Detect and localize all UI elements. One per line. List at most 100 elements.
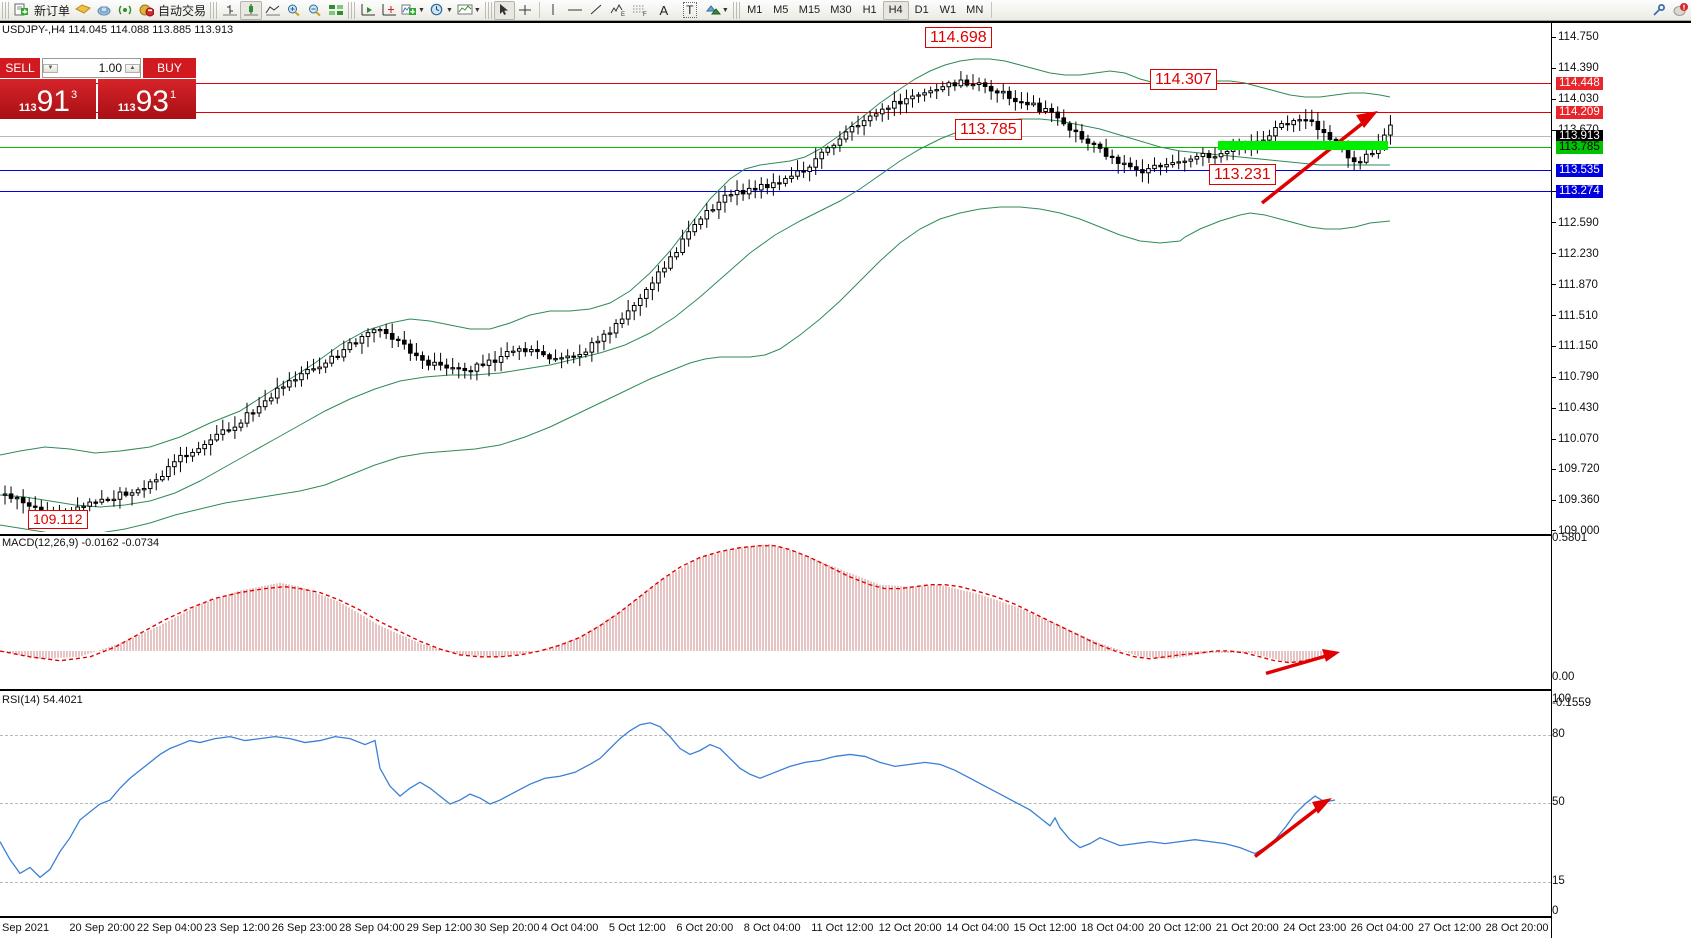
trend-arrow-rsi	[1253, 798, 1332, 858]
crosshair-button[interactable]	[515, 1, 536, 20]
buy-fraction: 1	[170, 89, 177, 101]
price-tick-110-070: 110.070	[1552, 433, 1599, 445]
horizontal-line-icon	[567, 9, 582, 11]
timeframe-w1[interactable]: W1	[935, 1, 962, 20]
toolbar-grip-4[interactable]	[484, 1, 492, 19]
time-label-14: 14 Oct 04:00	[946, 922, 1010, 934]
autotrading-label-wrap[interactable]: 自动交易	[156, 1, 208, 20]
chevron-down-icon-4: ▼	[721, 6, 729, 14]
macd-pane[interactable]: MACD(12,26,9) -0.0162 -0.0734	[0, 534, 1551, 691]
line-chart-icon	[265, 5, 280, 16]
elliott-wave-button[interactable]: E	[607, 1, 629, 20]
shapes-button[interactable]: ▼	[703, 1, 731, 20]
time-label-22: 28 Oct 20:00	[1485, 922, 1549, 934]
zoom-out-button[interactable]	[304, 1, 325, 20]
trendline-button[interactable]	[586, 1, 607, 20]
autotrading-label: 自动交易	[158, 3, 207, 18]
text-label-icon: T	[683, 2, 697, 18]
autotrading-button[interactable]	[135, 1, 156, 20]
time-label-7: 30 Sep 20:00	[474, 922, 540, 934]
bar-chart-button[interactable]	[219, 1, 240, 20]
support-line-113-535[interactable]	[0, 170, 1551, 171]
signal-icon	[118, 5, 131, 15]
rsi-pane[interactable]: RSI(14) 54.4021	[0, 693, 1551, 918]
chart-plot-area[interactable]: 114.698 114.307 113.785 113.231 109.112 …	[0, 23, 1551, 938]
candlestick-chart-button[interactable]	[240, 0, 263, 20]
fibonacci-button[interactable]: F	[629, 1, 651, 20]
toolbar-separator-2	[991, 2, 993, 18]
sell-button[interactable]: SELL	[0, 58, 40, 78]
annotation-114-307[interactable]: 114.307	[1150, 69, 1217, 90]
annotation-114-698[interactable]: 114.698	[925, 27, 992, 48]
support-line-113-274[interactable]	[0, 191, 1551, 192]
volume-decrease-icon[interactable]: ▼	[43, 63, 58, 73]
macd-label: MACD(12,26,9) -0.0162 -0.0734	[2, 537, 160, 549]
volume-spinner-left[interactable]: ▼	[43, 63, 58, 73]
periods-button[interactable]: ▼	[427, 1, 455, 20]
timeframe-mn-label: MN	[966, 4, 984, 16]
journal-button[interactable]	[1647, 3, 1669, 18]
timeframe-h1[interactable]: H1	[857, 1, 883, 20]
templates-button[interactable]: ▼	[455, 1, 483, 20]
buy-price-display[interactable]: 113 93 1	[98, 79, 196, 119]
resistance-line-114-448[interactable]	[0, 83, 1551, 84]
cursor-button[interactable]	[493, 0, 515, 20]
new-order-label-wrap[interactable]: 新订单	[32, 1, 72, 20]
highlight-band[interactable]	[1218, 141, 1388, 150]
auto-scroll-button[interactable]	[357, 1, 378, 20]
new-order-button[interactable]	[11, 1, 32, 20]
price-marker-last: 113.913	[1556, 130, 1603, 143]
volume-input[interactable]: 1.00	[98, 61, 122, 75]
volume-spinner-right[interactable]: ▲	[125, 63, 140, 73]
timeframe-d1-label: D1	[914, 4, 929, 16]
vertical-line-button[interactable]	[543, 1, 564, 20]
time-label-8: 4 Oct 04:00	[541, 922, 599, 934]
text-button[interactable]: A	[651, 1, 677, 20]
price-pane[interactable]: 114.698 114.307 113.785 113.231 109.112	[0, 23, 1551, 532]
one-click-trading-panel[interactable]: SELL ▼ 1.00 ▲ BUY	[0, 58, 196, 119]
toolbar-grip-2[interactable]	[210, 1, 218, 19]
annotation-109-112[interactable]: 109.112	[28, 510, 88, 529]
chart-window[interactable]: USDJPY-,H4 114.045 114.088 113.885 113.9…	[0, 21, 1691, 938]
timeframe-d1[interactable]: D1	[909, 1, 935, 20]
line-chart-button[interactable]	[262, 1, 283, 20]
sell-fraction: 3	[71, 89, 78, 101]
volume-stepper[interactable]: ▼ 1.00 ▲	[42, 58, 141, 78]
timeframe-m15[interactable]: M15	[794, 1, 825, 20]
indicators-button[interactable]: ▼	[399, 1, 427, 20]
rsi-series-layer	[0, 722, 1336, 879]
sell-price-display[interactable]: 113 91 3	[0, 79, 96, 119]
annotation-113-231[interactable]: 113.231	[1209, 164, 1276, 185]
toolbar-grip[interactable]	[2, 1, 9, 19]
resistance-line-114-209[interactable]	[0, 112, 1551, 113]
chart-shift-button[interactable]	[378, 1, 399, 20]
metaeditor-button[interactable]	[72, 1, 93, 20]
bollinger-upper-band	[0, 58, 1391, 456]
price-scale[interactable]: 114.750114.390114.030113.670112.950112.5…	[1551, 23, 1691, 938]
horizontal-line-button[interactable]	[564, 1, 586, 20]
alerts-button[interactable]	[1669, 2, 1691, 18]
annotation-113-785[interactable]: 113.785	[955, 119, 1022, 140]
timeframe-h4[interactable]: H4	[882, 0, 909, 20]
signals-button[interactable]	[114, 1, 135, 20]
time-label-0: Sep 2021	[2, 922, 50, 934]
timeframe-mn[interactable]: MN	[961, 1, 988, 20]
tile-windows-button[interactable]	[325, 1, 346, 20]
cursor-icon	[500, 4, 509, 15]
time-label-6: 29 Sep 12:00	[406, 922, 473, 934]
buy-pips: 93	[135, 85, 169, 118]
timeframe-m5[interactable]: M5	[768, 1, 794, 20]
price-tick-111-510: 111.510	[1552, 310, 1598, 322]
volume-increase-icon[interactable]: ▲	[125, 63, 140, 73]
timeframe-m1[interactable]: M1	[742, 1, 768, 20]
market-button[interactable]	[93, 1, 114, 20]
timeframe-m30[interactable]: M30	[825, 1, 856, 20]
zoom-in-button[interactable]	[283, 1, 304, 20]
sell-button-label: SELL	[5, 61, 35, 75]
toolbar-grip-3[interactable]	[348, 1, 356, 19]
price-tick-109-000: 109.000	[1552, 525, 1600, 537]
toolbar-grip-5[interactable]	[732, 1, 740, 19]
text-label-button[interactable]: T	[677, 1, 703, 20]
buy-button[interactable]: BUY	[143, 58, 196, 78]
main-toolbar: 新订单 自动交	[0, 0, 1691, 21]
